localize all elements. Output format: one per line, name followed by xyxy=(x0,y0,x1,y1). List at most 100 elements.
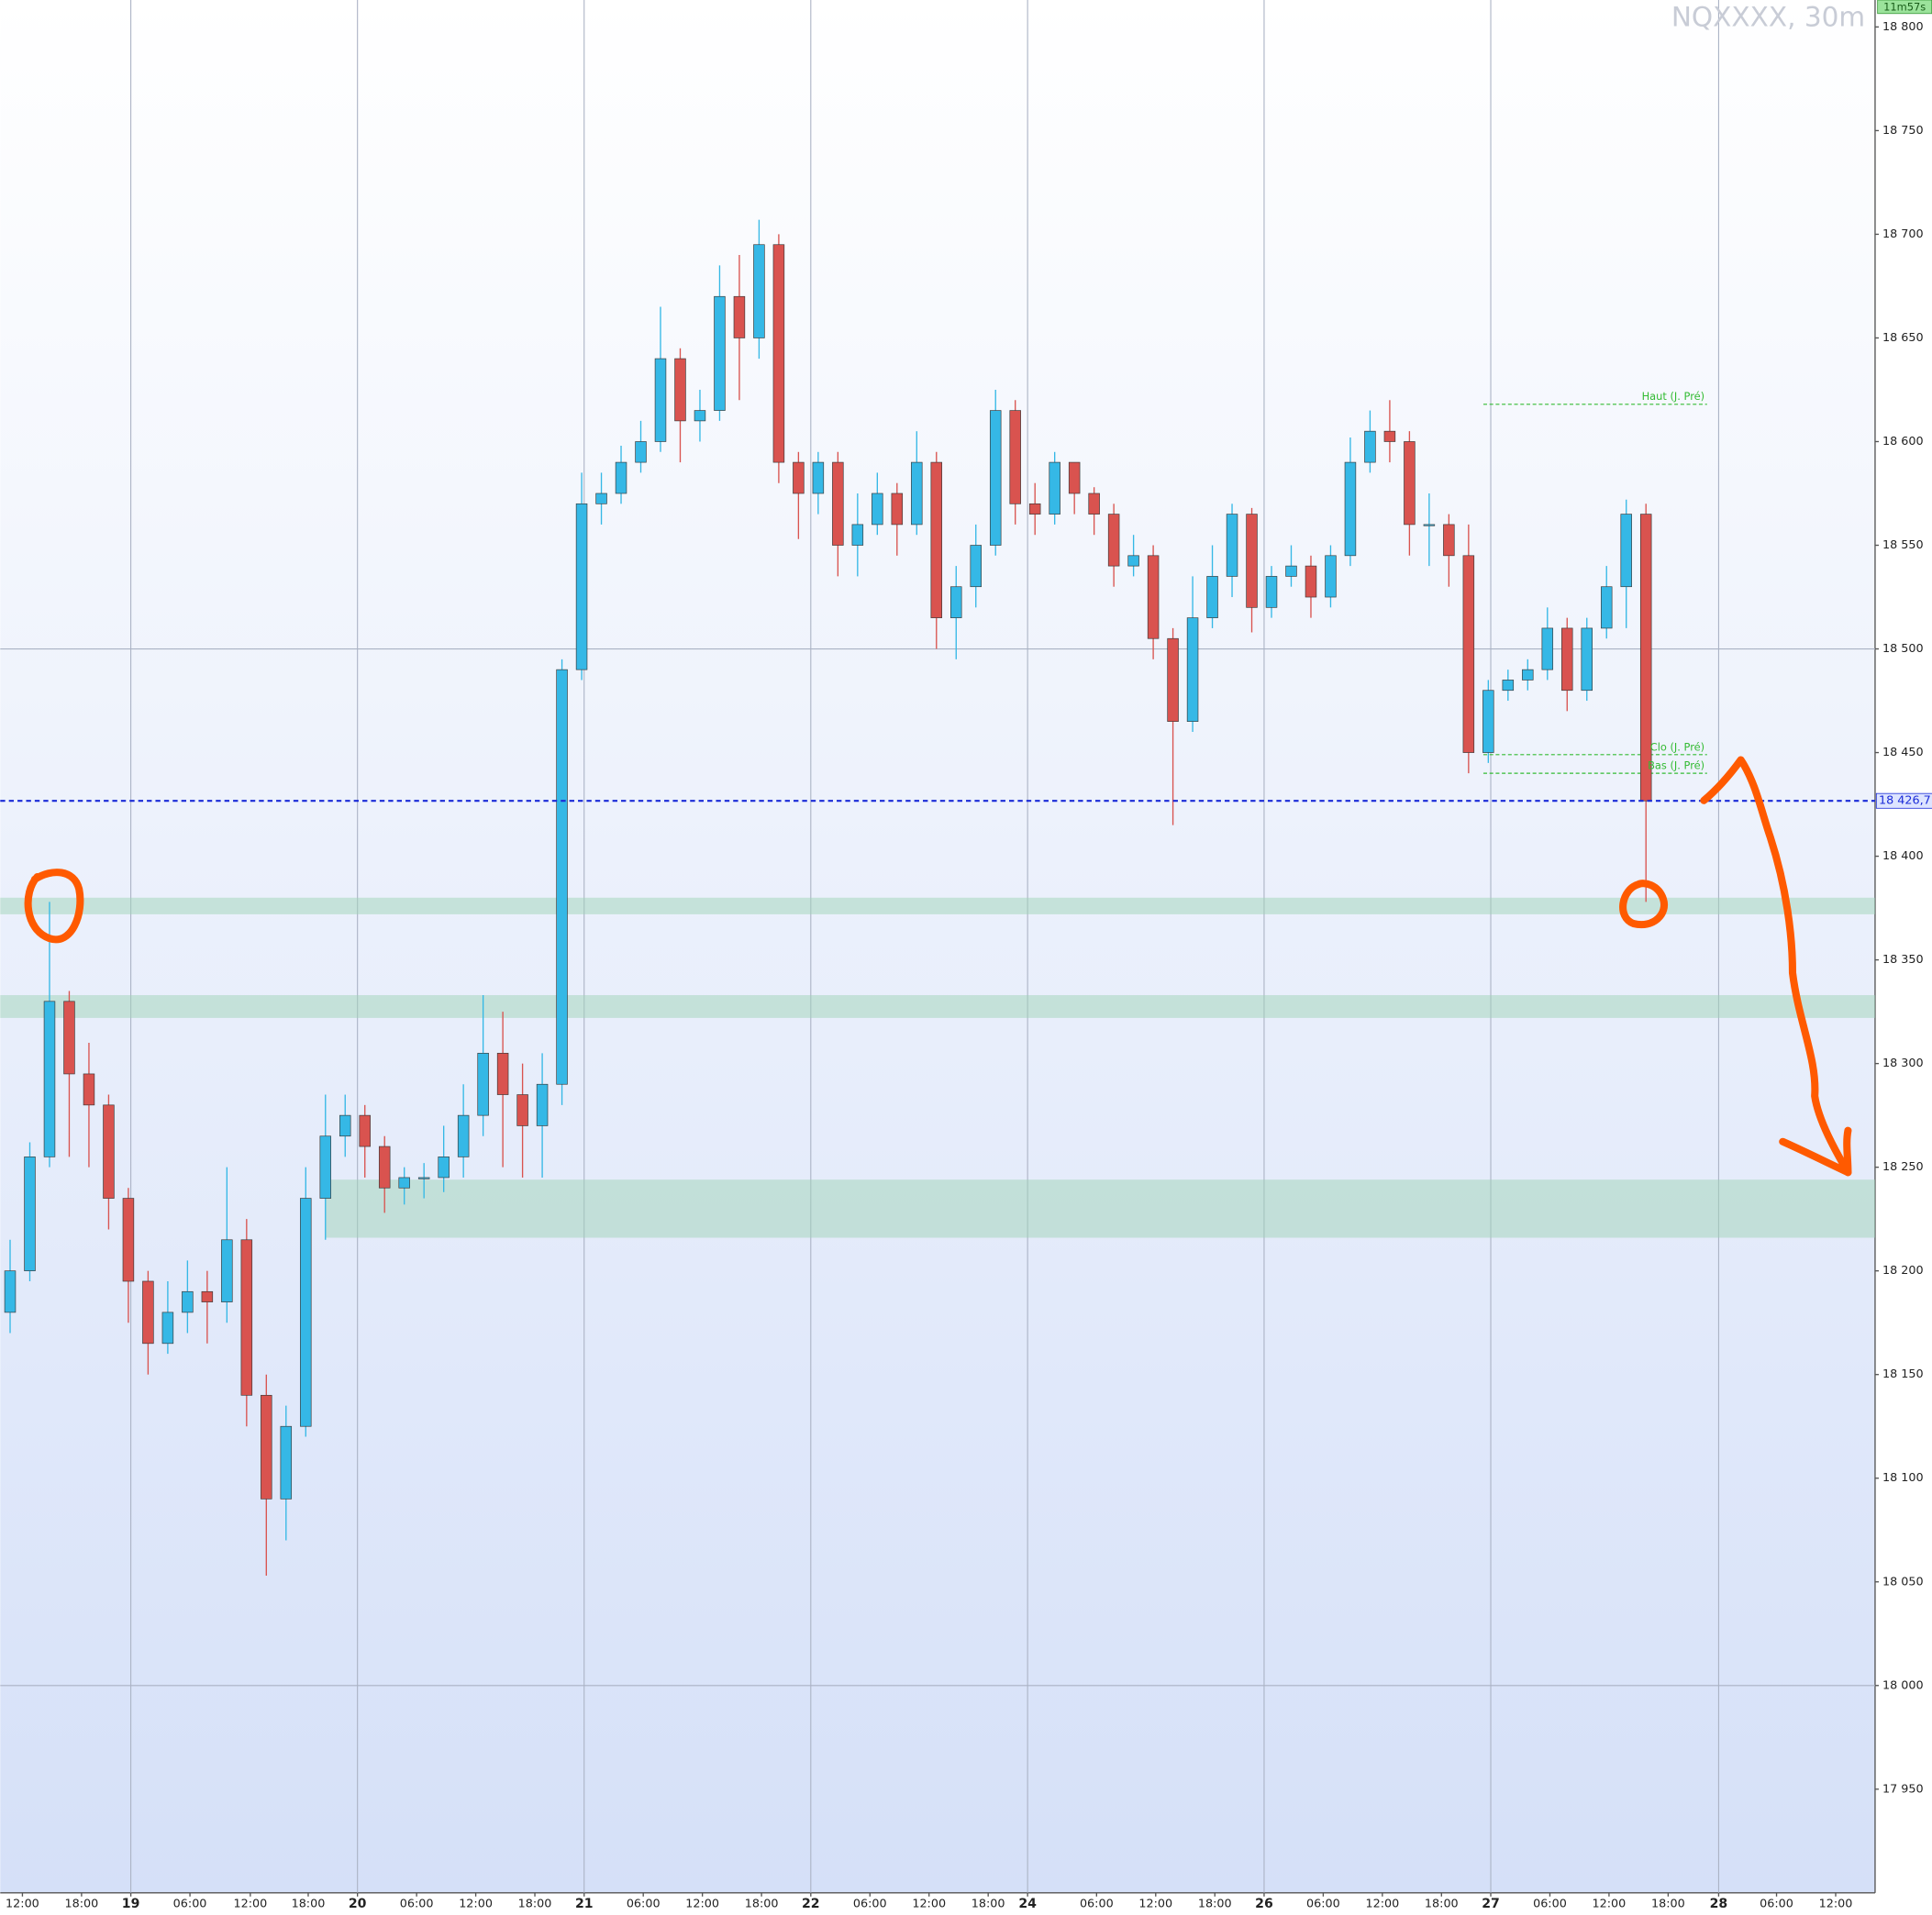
y-tick-label: 18 100 xyxy=(1882,1471,1924,1485)
candle-body xyxy=(1522,669,1534,681)
candle-body xyxy=(753,244,765,338)
y-tick-label: 18 400 xyxy=(1882,849,1924,863)
candle-body xyxy=(1541,627,1554,670)
candle-body xyxy=(378,1146,391,1189)
candle-body xyxy=(1009,410,1021,504)
x-tick-label: 18:00 xyxy=(1198,1897,1232,1910)
last-price-box xyxy=(1875,792,1932,809)
timer: 11m57s xyxy=(1883,0,1926,13)
y-axis-strip xyxy=(1874,0,1932,1915)
y-tick-label: 18 750 xyxy=(1882,124,1924,138)
x-tick-label: 06:00 xyxy=(853,1897,887,1910)
y-tick-label: 18 150 xyxy=(1882,1367,1924,1381)
candle-body xyxy=(970,545,982,588)
candle-body xyxy=(1581,627,1593,692)
y-tick-label: 18 300 xyxy=(1882,1057,1924,1070)
x-tick-label: 18:00 xyxy=(292,1897,326,1910)
candle-body xyxy=(24,1157,36,1272)
candle-body xyxy=(280,1425,293,1500)
candle-body xyxy=(1206,576,1218,618)
x-tick-label: 18:00 xyxy=(745,1897,779,1910)
candle-body xyxy=(1107,514,1120,567)
y-tick-label: 18 700 xyxy=(1882,227,1924,241)
candle-body xyxy=(122,1198,135,1282)
last-price-label: 18 426,7 xyxy=(1879,794,1931,808)
x-tick-label: 06:00 xyxy=(173,1897,207,1910)
x-tick-label: 24 xyxy=(1018,1897,1037,1911)
label-layer: 17 950 18 000 18 050 18 100 18 150 18 200 18 2… xyxy=(6,20,1932,1911)
candle-body xyxy=(1383,430,1396,442)
level-label: Clo (J. Pré) xyxy=(1650,740,1704,753)
candle-body xyxy=(772,244,785,463)
annotation-circle xyxy=(24,869,84,944)
candle-body xyxy=(1423,524,1436,526)
x-tick-label: 19 xyxy=(122,1897,140,1911)
background-layer xyxy=(0,0,1875,1893)
candle-body xyxy=(103,1104,115,1199)
candle-body xyxy=(635,441,647,463)
y-tick-label: 18 600 xyxy=(1882,435,1924,448)
x-tick-label: 20 xyxy=(349,1897,367,1911)
support-zone xyxy=(0,897,1875,914)
candle-body xyxy=(733,295,746,338)
chart-title: NQXXXX, 30m xyxy=(1671,2,1865,33)
candle-body xyxy=(1462,555,1475,753)
candle-body xyxy=(182,1290,194,1313)
candle-body xyxy=(989,410,1002,546)
data-layer xyxy=(0,219,1875,1576)
candle-body xyxy=(1620,514,1632,588)
x-tick-label: 28 xyxy=(1710,1897,1728,1911)
candle-body xyxy=(63,1001,75,1075)
candle-body xyxy=(516,1094,528,1126)
x-tick-label: 18:00 xyxy=(1651,1897,1685,1910)
candle-body xyxy=(1305,565,1317,598)
candle-body xyxy=(1600,586,1613,629)
candle-body xyxy=(536,1083,549,1126)
x-axis-strip xyxy=(0,1892,1875,1915)
candle-body xyxy=(221,1239,233,1302)
annotations xyxy=(24,756,1852,1177)
candle-body xyxy=(240,1239,253,1396)
candle-body xyxy=(1246,514,1258,608)
support-zone xyxy=(0,995,1875,1018)
candle-body xyxy=(1325,555,1337,598)
candle-body xyxy=(1226,514,1238,577)
candle-body xyxy=(83,1073,95,1106)
candle-body xyxy=(1561,627,1573,692)
candle-body xyxy=(832,461,844,546)
x-tick-label: 06:00 xyxy=(400,1897,434,1910)
candle-body xyxy=(300,1198,312,1427)
x-tick-label: 21 xyxy=(575,1897,594,1911)
x-tick-label: 06:00 xyxy=(1533,1897,1567,1910)
candle-body xyxy=(1285,565,1297,577)
x-tick-label: 18:00 xyxy=(1425,1897,1459,1910)
candle-body xyxy=(674,358,686,422)
candle-body xyxy=(1088,493,1100,515)
x-tick-label: 12:00 xyxy=(6,1897,39,1910)
candle-body xyxy=(4,1270,17,1313)
x-tick-label: 12:00 xyxy=(685,1897,719,1910)
x-tick-label: 18:00 xyxy=(518,1897,552,1910)
annotation-circle xyxy=(1619,880,1669,929)
candle-body xyxy=(872,493,883,526)
x-tick-label: 27 xyxy=(1482,1897,1500,1911)
x-tick-label: 06:00 xyxy=(1080,1897,1114,1910)
x-tick-label: 06:00 xyxy=(1306,1897,1340,1910)
candle-body xyxy=(319,1135,332,1199)
candle-body xyxy=(398,1177,410,1189)
candle-body xyxy=(575,503,588,670)
candle-body xyxy=(261,1394,272,1500)
y-tick-label: 18 650 xyxy=(1882,331,1924,345)
plot-background xyxy=(0,0,1875,1893)
candle-body xyxy=(1482,690,1494,753)
y-tick-label: 18 200 xyxy=(1882,1264,1924,1278)
candle-body xyxy=(891,493,904,526)
candle-body xyxy=(201,1290,214,1302)
candle-body xyxy=(1049,461,1060,515)
candle-body xyxy=(142,1280,154,1345)
y-tick-label: 17 950 xyxy=(1882,1782,1924,1796)
support-zone xyxy=(325,1179,1875,1238)
x-tick-label: 18:00 xyxy=(65,1897,99,1910)
x-tick-label: 12:00 xyxy=(233,1897,267,1910)
